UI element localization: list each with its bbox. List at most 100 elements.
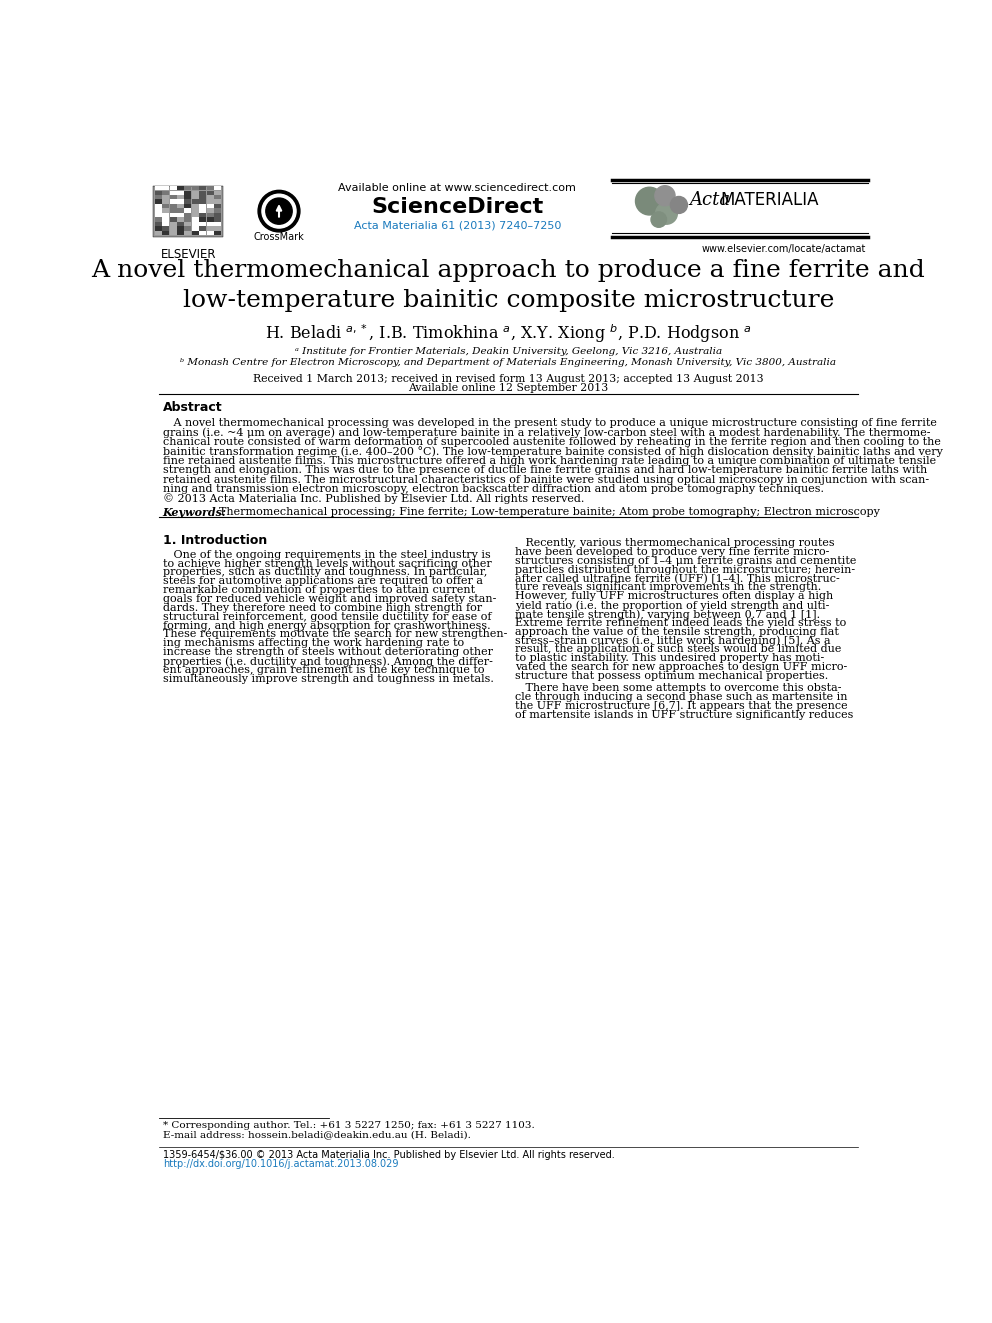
Bar [163, 222, 170, 226]
Text: the UFF microstructure [6,7]. It appears that the presence: the UFF microstructure [6,7]. It appears… [516, 701, 848, 710]
Bar [163, 213, 170, 217]
Bar [170, 217, 177, 221]
Bar [206, 204, 213, 208]
Circle shape [656, 202, 678, 224]
Bar [155, 230, 162, 235]
Bar [191, 209, 198, 213]
Bar [199, 217, 206, 221]
Text: approach the value of the tensile strength, producing flat: approach the value of the tensile streng… [516, 627, 839, 636]
Bar [155, 217, 162, 221]
Bar [178, 187, 185, 191]
Text: ent approaches, grain refinement is the key technique to: ent approaches, grain refinement is the … [163, 665, 484, 675]
Bar [178, 226, 185, 230]
Text: ing mechanisms affecting the work hardening rate to: ing mechanisms affecting the work harden… [163, 638, 464, 648]
Bar [170, 222, 177, 226]
Bar [163, 226, 170, 230]
Text: yield ratio (i.e. the proportion of yield strength and ulti-: yield ratio (i.e. the proportion of yiel… [516, 601, 829, 611]
Text: * Corresponding author. Tel.: +61 3 5227 1250; fax: +61 3 5227 1103.: * Corresponding author. Tel.: +61 3 5227… [163, 1122, 535, 1130]
Bar [214, 200, 221, 204]
Circle shape [651, 212, 667, 228]
Text: There have been some attempts to overcome this obsta-: There have been some attempts to overcom… [516, 683, 842, 693]
Bar [214, 204, 221, 208]
Bar [199, 187, 206, 191]
Text: However, fully UFF microstructures often display a high: However, fully UFF microstructures often… [516, 591, 833, 602]
Bar [155, 187, 162, 191]
Bar [214, 230, 221, 235]
Bar [214, 191, 221, 194]
Text: Acta Materialia 61 (2013) 7240–7250: Acta Materialia 61 (2013) 7240–7250 [353, 221, 560, 230]
Text: 1359-6454/$36.00 © 2013 Acta Materialia Inc. Published by Elsevier Ltd. All righ: 1359-6454/$36.00 © 2013 Acta Materialia … [163, 1150, 614, 1160]
Text: have been developed to produce very fine ferrite micro-: have been developed to produce very fine… [516, 548, 829, 557]
Bar [170, 194, 177, 200]
Text: http://dx.doi.org/10.1016/j.actamat.2013.08.029: http://dx.doi.org/10.1016/j.actamat.2013… [163, 1159, 398, 1170]
Text: ning and transmission electron microscopy, electron backscatter diffraction and : ning and transmission electron microscop… [163, 484, 823, 493]
Circle shape [671, 197, 687, 213]
Bar [163, 194, 170, 200]
Text: ScienceDirect: ScienceDirect [371, 197, 544, 217]
Bar [155, 222, 162, 226]
Text: Extreme ferrite refinement indeed leads the yield stress to: Extreme ferrite refinement indeed leads … [516, 618, 846, 628]
Text: Acta: Acta [689, 191, 731, 209]
Text: Recently, various thermomechanical processing routes: Recently, various thermomechanical proce… [516, 538, 835, 548]
Bar [199, 200, 206, 204]
Bar [214, 217, 221, 221]
Bar [185, 217, 191, 221]
Bar [199, 204, 206, 208]
Bar [170, 209, 177, 213]
Text: ᵇ Monash Centre for Electron Microscopy, and Department of Materials Engineering: ᵇ Monash Centre for Electron Microscopy,… [181, 359, 836, 368]
Bar [206, 187, 213, 191]
Bar [206, 194, 213, 200]
Bar [199, 213, 206, 217]
Text: chanical route consisted of warm deformation of supercooled austenite followed b: chanical route consisted of warm deforma… [163, 437, 940, 447]
Bar [206, 230, 213, 235]
Bar [191, 226, 198, 230]
Bar [170, 191, 177, 194]
Text: H. Beladi $^{a,*}$, I.B. Timokhina $^{a}$, X.Y. Xiong $^{b}$, P.D. Hodgson $^{a}: H. Beladi $^{a,*}$, I.B. Timokhina $^{a}… [265, 323, 752, 345]
Text: cle through inducing a second phase such as martensite in: cle through inducing a second phase such… [516, 692, 848, 701]
Bar [185, 213, 191, 217]
Text: properties, such as ductility and toughness. In particular,: properties, such as ductility and toughn… [163, 568, 487, 577]
Bar [185, 222, 191, 226]
Bar [185, 209, 191, 213]
Text: to achieve higher strength levels without sacrificing other: to achieve higher strength levels withou… [163, 558, 491, 569]
Text: ELSEVIER: ELSEVIER [161, 249, 216, 261]
Bar [163, 209, 170, 213]
Text: structures consisting of 1–4 μm ferrite grains and cementite: structures consisting of 1–4 μm ferrite … [516, 556, 857, 566]
Text: MATERIALIA: MATERIALIA [720, 191, 818, 209]
Bar [191, 191, 198, 194]
Bar [155, 191, 162, 194]
Text: Received 1 March 2013; received in revised form 13 August 2013; accepted 13 Augu: Received 1 March 2013; received in revis… [253, 373, 764, 384]
Bar [206, 213, 213, 217]
Text: mate tensile strength), varying between 0.7 and 1 [1].: mate tensile strength), varying between … [516, 609, 820, 619]
Bar [185, 204, 191, 208]
Bar [155, 204, 162, 208]
Text: grains (i.e. ~4 μm on average) and low-temperature bainite in a relatively low-c: grains (i.e. ~4 μm on average) and low-t… [163, 427, 930, 438]
Bar [191, 194, 198, 200]
Bar [163, 217, 170, 221]
Bar [191, 217, 198, 221]
Text: to plastic instability. This undesired property has moti-: to plastic instability. This undesired p… [516, 654, 824, 663]
Text: Keywords:: Keywords: [163, 507, 227, 517]
Bar [199, 209, 206, 213]
Text: www.elsevier.com/locate/actamat: www.elsevier.com/locate/actamat [702, 245, 866, 254]
Text: dards. They therefore need to combine high strength for: dards. They therefore need to combine hi… [163, 603, 482, 613]
Text: forming, and high energy absorption for crashworthiness.: forming, and high energy absorption for … [163, 620, 490, 631]
Text: ᵃ Institute for Frontier Materials, Deakin University, Geelong, Vic 3216, Austra: ᵃ Institute for Frontier Materials, Deak… [295, 348, 722, 356]
Bar [214, 226, 221, 230]
Bar [199, 194, 206, 200]
Bar [191, 213, 198, 217]
Text: Thermomechanical processing; Fine ferrite; Low-temperature bainite; Atom probe t: Thermomechanical processing; Fine ferrit… [212, 507, 880, 517]
Text: structural reinforcement, good tensile ductility for ease of: structural reinforcement, good tensile d… [163, 611, 491, 622]
Bar [185, 226, 191, 230]
Bar [185, 194, 191, 200]
Bar [214, 222, 221, 226]
Bar [170, 230, 177, 235]
Text: stress–strain curves (i.e. little work hardening) [5]. As a: stress–strain curves (i.e. little work h… [516, 635, 831, 646]
Bar [199, 191, 206, 194]
Circle shape [262, 194, 296, 228]
Bar [178, 230, 185, 235]
Bar [206, 209, 213, 213]
Bar [191, 230, 198, 235]
Bar [191, 204, 198, 208]
Bar [163, 230, 170, 235]
